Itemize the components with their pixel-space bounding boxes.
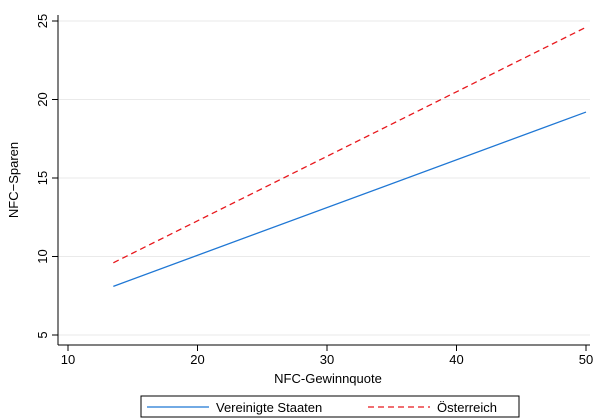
x-tick-label-30: 30 (320, 352, 334, 367)
grid-lines (58, 20, 590, 336)
x-tick-label-40: 40 (449, 352, 463, 367)
y-tick-label-25: 25 (35, 14, 50, 28)
y-tick-label-20: 20 (35, 92, 50, 106)
legend: Vereinigte Staaten Österreich (140, 395, 520, 418)
x-axis-label: NFC-Gewinnquote (274, 371, 382, 386)
y-tick-label-15: 15 (35, 171, 50, 185)
x-tick-label-10: 10 (61, 352, 75, 367)
y-axis-label: NFC−Sparen (6, 142, 21, 218)
legend-box (140, 395, 520, 418)
series-lines (113, 26, 587, 287)
axis-ticks: 5 10 15 20 25 10 20 30 40 50 (35, 14, 593, 367)
legend-label-oesterreich: Österreich (437, 400, 497, 415)
series-line-vereinigte-staaten (113, 111, 587, 287)
legend-label-vereinigte-staaten: Vereinigte Staaten (216, 400, 322, 415)
y-tick-label-5: 5 (35, 331, 50, 338)
series-line-oesterreich (113, 26, 587, 264)
x-tick-label-50: 50 (579, 352, 593, 367)
y-tick-label-10: 10 (35, 249, 50, 263)
x-tick-label-20: 20 (190, 352, 204, 367)
